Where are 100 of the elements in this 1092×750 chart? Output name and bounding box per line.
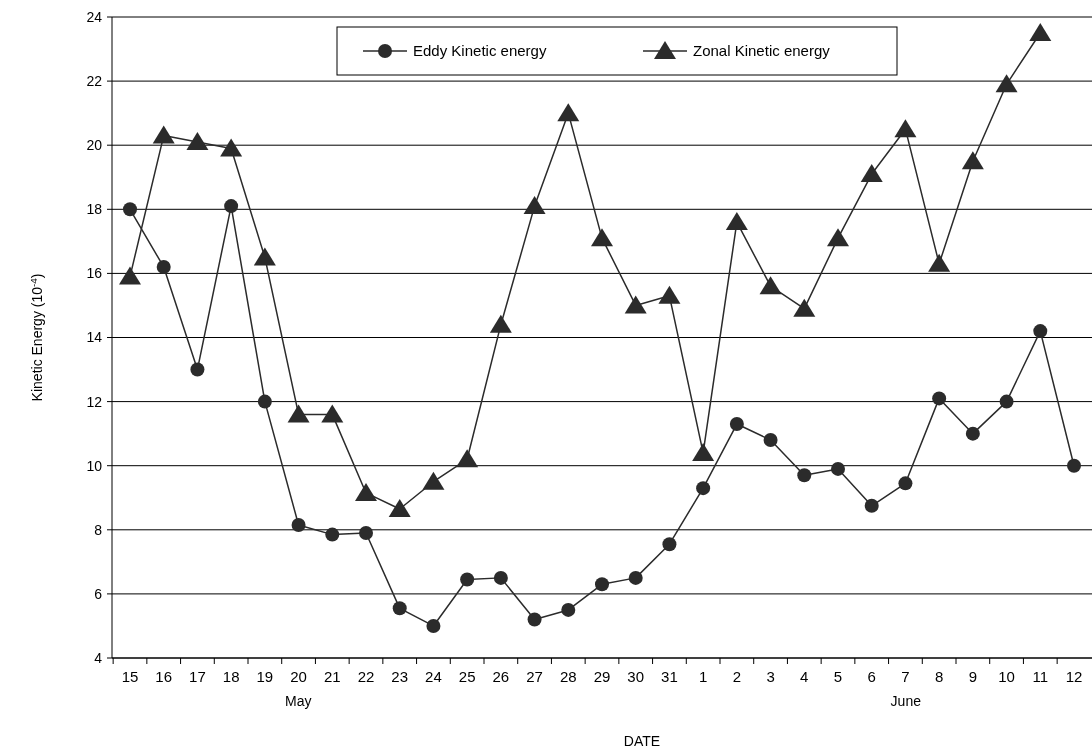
point — [392, 601, 407, 616]
point — [152, 125, 175, 144]
point — [253, 247, 276, 266]
x-tick-label: 12 — [1065, 668, 1083, 685]
point — [831, 461, 845, 476]
point — [932, 391, 947, 406]
point — [257, 394, 272, 409]
point — [898, 476, 913, 491]
point — [220, 138, 243, 157]
point — [156, 259, 171, 274]
y-tick-label: 8 — [94, 521, 103, 538]
x-tick-label: 21 — [323, 668, 341, 685]
point — [1067, 458, 1081, 473]
legend-label: Zonal Kinetic energy — [693, 42, 831, 60]
point — [224, 199, 239, 214]
x-tick-label: 8 — [934, 668, 944, 685]
point — [827, 228, 849, 247]
x-tick-label: 22 — [357, 668, 375, 685]
point — [325, 527, 340, 542]
point — [759, 276, 782, 295]
x-tick-label: 31 — [661, 668, 678, 685]
x-tick-label: 28 — [559, 668, 577, 685]
x-tick-label: 26 — [492, 668, 510, 685]
point — [658, 285, 681, 304]
point — [355, 482, 377, 501]
point — [489, 314, 512, 333]
y-tick-label: 16 — [86, 265, 103, 282]
y-tick-label: 6 — [94, 585, 103, 602]
x-tick-label: 17 — [189, 668, 206, 685]
point — [595, 577, 609, 592]
point — [527, 612, 542, 627]
y-tick-label: 24 — [86, 8, 103, 25]
point — [287, 404, 310, 423]
point — [523, 196, 546, 215]
legend-label: Eddy Kinetic energy — [413, 42, 547, 60]
x-tick-label: 6 — [867, 668, 876, 685]
x-axis-title: DATE — [623, 733, 661, 749]
x-tick-label: 19 — [256, 668, 274, 685]
text: June — [890, 693, 922, 709]
x-tick-label: 4 — [800, 668, 809, 685]
x-tick-label: 2 — [732, 668, 742, 685]
x-tick-label: 5 — [833, 668, 843, 685]
y-tick-label: 4 — [94, 649, 103, 666]
point — [729, 417, 744, 432]
point — [662, 537, 677, 552]
point — [591, 228, 613, 247]
point — [291, 517, 306, 532]
y-tick-label: 22 — [86, 73, 103, 89]
point — [624, 295, 647, 314]
point — [359, 526, 373, 541]
point — [692, 442, 715, 461]
text: May — [284, 693, 312, 709]
point — [961, 151, 984, 170]
x-tick-label: 16 — [155, 668, 173, 685]
point — [321, 404, 344, 423]
point — [995, 74, 1018, 93]
point — [388, 498, 411, 517]
point — [119, 266, 141, 285]
x-tick-label: 1 — [698, 668, 708, 685]
x-tick-label: 24 — [425, 668, 442, 685]
point — [860, 164, 883, 183]
point — [557, 103, 580, 122]
x-tick-label: 27 — [526, 668, 543, 685]
point — [928, 253, 951, 272]
y-tick-label: 12 — [86, 393, 103, 410]
point — [123, 202, 137, 217]
point — [864, 498, 879, 513]
x-tick-label: 15 — [121, 668, 139, 685]
point — [456, 449, 479, 468]
x-tick-label: 3 — [766, 668, 775, 685]
x-tick-label: 7 — [901, 668, 910, 685]
point — [561, 602, 576, 617]
point — [894, 119, 917, 138]
point — [426, 618, 441, 633]
x-tick-label: 20 — [290, 668, 307, 685]
y-tick-label: 10 — [86, 457, 103, 474]
point — [493, 570, 508, 585]
x-tick-label: 11 — [1032, 668, 1049, 685]
point — [793, 298, 816, 317]
point — [965, 426, 980, 441]
point — [1029, 23, 1052, 42]
point — [999, 394, 1014, 409]
point — [422, 471, 445, 490]
x-tick-label: 10 — [998, 668, 1015, 685]
point — [696, 481, 711, 496]
x-tick-label: 23 — [391, 668, 409, 685]
x-tick-label: 18 — [222, 668, 240, 685]
y-tick-label: 18 — [86, 201, 103, 218]
x-tick-label: 9 — [968, 668, 978, 685]
x-tick-label: 30 — [627, 668, 645, 685]
y-tick-label: 14 — [86, 329, 103, 346]
point — [190, 362, 205, 377]
point — [1033, 324, 1048, 339]
point — [186, 131, 209, 150]
point — [763, 433, 778, 448]
point — [797, 468, 812, 483]
y-tick-label: 20 — [86, 137, 103, 154]
x-tick-label: 25 — [458, 668, 476, 685]
point — [725, 212, 748, 231]
x-tick-label: 29 — [593, 668, 611, 685]
